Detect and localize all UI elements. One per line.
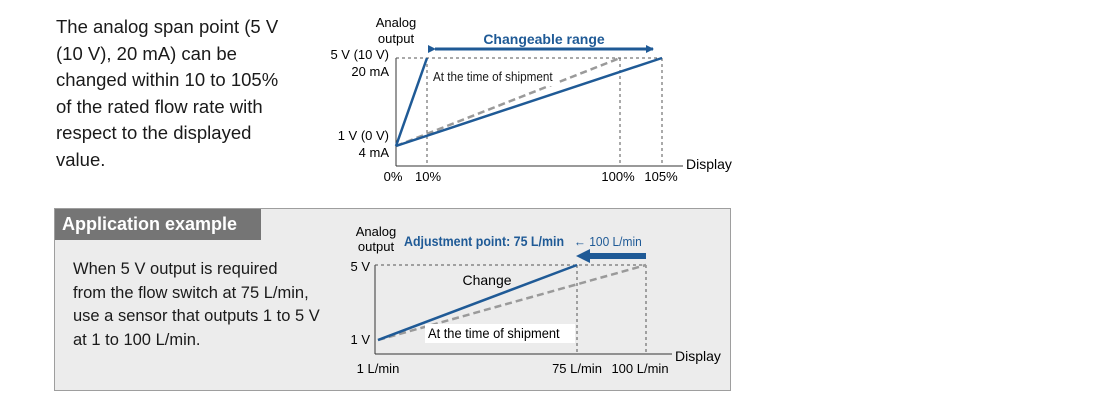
- top-x-tick-label: 105%: [644, 169, 678, 184]
- top-y-axis-title: Analog: [376, 15, 416, 30]
- application-example-title: Application example: [55, 209, 261, 240]
- top-span-10pct-line: [394, 57, 429, 147]
- top-x-tick-label: 100%: [601, 169, 635, 184]
- intro-line: value.: [56, 148, 106, 170]
- example-x-axis-title: Display: [675, 348, 721, 364]
- top-y-low-label: 1 V (0 V): [338, 128, 389, 143]
- intro-line: respect to the displayed: [56, 122, 252, 143]
- example-x-tick-label: 1 L/min: [357, 361, 400, 376]
- example-changed-line: [377, 263, 578, 342]
- top-y-high-label: 5 V (10 V): [330, 47, 389, 62]
- example-diagram: Adjustment point: 75 L/min ← 100 L/min C…: [350, 224, 720, 376]
- example-x-tick-label: 100 L/min: [611, 361, 668, 376]
- top-span-diagram: Changeable range At the time of shipment…: [330, 15, 731, 184]
- example-shipment-label-bg: [425, 324, 575, 343]
- changeable-range-label: Changeable range: [483, 31, 605, 47]
- adjustment-point-label: Adjustment point: 75 L/min: [404, 234, 564, 250]
- application-example-box: Application example When 5 V output is r…: [54, 208, 731, 391]
- intro-paragraph: The analog span point (5 V (10 V), 20 mA…: [56, 14, 346, 173]
- intro-line: of the rated flow rate with: [56, 95, 263, 117]
- adjustment-from-label: ← 100 L/min: [574, 235, 642, 250]
- example-line: When 5 V output is required: [73, 260, 278, 278]
- top-y-high-label: 20 mA: [351, 64, 389, 79]
- example-shipment-label: At the time of shipment: [428, 326, 560, 342]
- example-y-axis-title: Analog: [356, 224, 396, 239]
- example-line: use a sensor that outputs 1 to 5 V: [73, 307, 320, 325]
- change-label: Change: [462, 272, 511, 288]
- adjustment-arrowhead: [576, 249, 590, 263]
- intro-line: The analog span point (5 V: [56, 16, 279, 37]
- example-line: from the flow switch at 75 L/min,: [73, 283, 309, 302]
- example-x-tick-label: 75 L/min: [552, 361, 602, 376]
- intro-line: changed within 10 to 105%: [56, 69, 279, 90]
- top-y-low-label: 4 mA: [359, 145, 390, 160]
- top-span-105pct-line: [395, 56, 663, 148]
- top-shipment-label: At the time of shipment: [433, 69, 553, 84]
- top-x-axis-title: Display: [686, 156, 732, 172]
- example-y-low-label: 1 V: [350, 332, 370, 347]
- top-shipment-label-bg: [429, 67, 557, 86]
- top-shipment-line: [395, 56, 621, 148]
- example-y-high-label: 5 V: [350, 259, 370, 274]
- intro-line: (10 V), 20 mA) can be: [56, 42, 237, 64]
- top-y-axis-title: output: [378, 31, 415, 46]
- example-shipment-line: [377, 263, 647, 342]
- top-x-tick-label: 0%: [384, 169, 403, 184]
- application-example-text: When 5 V output is required from the flo…: [73, 258, 353, 352]
- top-x-tick-label: 10%: [415, 169, 441, 184]
- example-y-axis-title: output: [358, 239, 395, 254]
- example-line: at 1 to 100 L/min.: [73, 330, 201, 349]
